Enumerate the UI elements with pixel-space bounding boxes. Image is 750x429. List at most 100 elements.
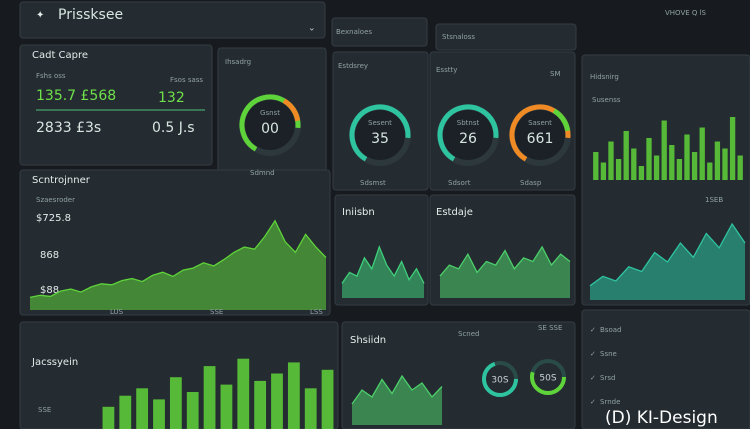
- panel-title: Jacssyein: [31, 357, 78, 368]
- bar: [646, 138, 652, 180]
- value: $725.8: [36, 213, 71, 224]
- status: VHOVE Q lS: [665, 9, 707, 17]
- gauge-title: Ihsadrg: [225, 58, 251, 66]
- area: [342, 246, 424, 298]
- bar: [600, 162, 607, 180]
- value: 132: [158, 90, 185, 106]
- bar: [102, 406, 115, 429]
- label: Susenss: [592, 96, 621, 104]
- panel: [19, 44, 213, 166]
- bar: [691, 152, 698, 180]
- value: $88: [40, 285, 59, 296]
- row-check: ✓: [590, 374, 596, 382]
- tab[interactable]: Stsnaloss: [442, 33, 475, 41]
- label: Szaesroder: [36, 196, 75, 204]
- panel-title: Shsiidn: [350, 335, 386, 346]
- bar: [169, 377, 182, 429]
- gauge-title: Esstty: [436, 66, 457, 74]
- label: SE SSE: [538, 324, 562, 332]
- gauge-value: 30S: [491, 376, 508, 386]
- label: Fsos sass: [170, 76, 203, 84]
- row-label: Srsd: [600, 374, 615, 382]
- value: 2833 £3s: [36, 120, 101, 136]
- bar: [321, 369, 334, 429]
- area: [30, 220, 326, 310]
- bar: [237, 358, 250, 429]
- bar: [707, 162, 713, 180]
- label: 1SEB: [705, 196, 723, 204]
- gauge-foot: Sdasp: [520, 179, 542, 187]
- gauge-tip: [349, 104, 411, 166]
- gauge-value: 35: [371, 131, 389, 147]
- row-check: ✓: [590, 326, 596, 334]
- row-check: ✓: [590, 350, 596, 358]
- bar: [638, 166, 645, 180]
- area: [352, 376, 442, 425]
- tab[interactable]: Bexnaloes: [336, 28, 372, 36]
- bar: [714, 141, 721, 180]
- bar: [729, 117, 736, 180]
- gauge-tip: [509, 104, 571, 166]
- x-tick-label: LUS: [110, 308, 124, 316]
- bar: [615, 159, 622, 180]
- tab-box[interactable]: [435, 23, 577, 51]
- value: 135.7 £568: [36, 88, 116, 104]
- header-bar: [19, 1, 326, 39]
- panel-title: Hidsnirg: [590, 73, 619, 81]
- row-label: Ssne: [600, 350, 617, 358]
- bar: [593, 152, 599, 180]
- gauge-caption: Sbtnst: [457, 119, 480, 127]
- area: [440, 246, 570, 298]
- gauge-value: 661: [527, 131, 554, 147]
- label: SSE: [38, 406, 51, 414]
- bar: [608, 141, 614, 180]
- gauge-title: SM: [550, 70, 560, 78]
- bar: [287, 362, 300, 429]
- logo-icon: ✦: [36, 10, 44, 21]
- gauge-arc: [530, 359, 566, 395]
- bar: [220, 384, 233, 429]
- tab-box[interactable]: [331, 17, 428, 47]
- x-tick-label: SSE: [210, 308, 223, 316]
- bar: [737, 155, 743, 180]
- value: 868: [40, 250, 59, 261]
- gauge-foot: Sdmnd: [250, 169, 275, 177]
- logo: Prissksee: [58, 7, 123, 23]
- gauge-value: 50S: [539, 374, 556, 384]
- gauge-title: Estdsrey: [338, 62, 368, 70]
- gauge-caption: Gsnst: [260, 109, 280, 117]
- line: [589, 222, 746, 287]
- value: 0.5 J.s: [152, 120, 195, 136]
- gauge-caption: Sasent: [528, 119, 552, 127]
- gauge-value: 26: [459, 131, 477, 147]
- row-label: Bsoad: [600, 326, 621, 334]
- bar: [653, 155, 660, 180]
- gauge-value: 00: [261, 121, 279, 137]
- line: [29, 219, 327, 299]
- x-tick-label: LSS: [310, 308, 323, 316]
- gauge-tip: [437, 104, 499, 166]
- bar: [699, 127, 705, 180]
- panel: [581, 309, 750, 429]
- gauge-foot: Sdsmst: [360, 179, 386, 187]
- bar: [669, 145, 675, 180]
- bar: [676, 159, 683, 180]
- label: Fshs oss: [36, 72, 66, 80]
- bar: [136, 388, 149, 429]
- bar: [254, 380, 267, 429]
- bar: [203, 366, 216, 429]
- row-label: Srnde: [600, 398, 620, 406]
- bar: [661, 120, 667, 180]
- bar: [153, 399, 165, 429]
- gauge-tip: [239, 94, 301, 156]
- gauge-arc: [482, 361, 518, 397]
- bar: [684, 134, 690, 180]
- line: [439, 245, 571, 277]
- bar: [631, 148, 637, 180]
- dropdown-arrow[interactable]: ⌄: [308, 24, 316, 34]
- bar: [271, 373, 283, 429]
- watermark: (D) KI-Design: [605, 408, 718, 428]
- panel-title: Estdaje: [436, 207, 473, 218]
- bar: [722, 148, 728, 180]
